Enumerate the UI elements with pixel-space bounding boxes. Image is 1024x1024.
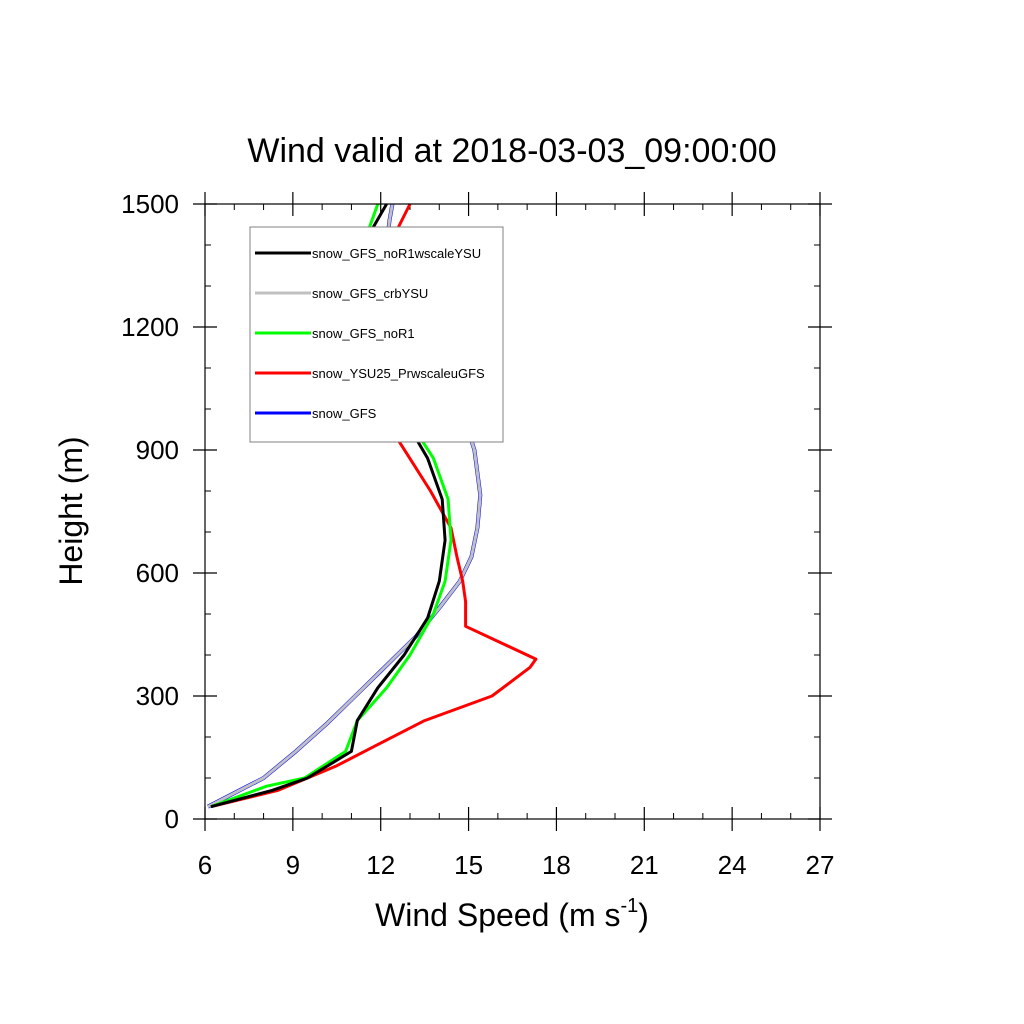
plot-frame <box>204 203 821 820</box>
y-tick-label: 600 <box>136 558 179 588</box>
y-tick-label: 300 <box>136 681 179 711</box>
minor-ticks <box>205 204 820 819</box>
y-tick-label: 900 <box>136 435 179 465</box>
tick-labels: 6 9 12 15 18 21 24 27 0 300 600 900 1200 1500 <box>121 189 834 880</box>
legend-label-snow-gfs-nor1: snow_GFS_noR1 <box>312 326 415 341</box>
x-tick-label: 24 <box>718 850 747 880</box>
y-tick-label: 1200 <box>121 312 179 342</box>
x-tick-label: 12 <box>366 850 395 880</box>
x-tick-label: 9 <box>286 850 300 880</box>
x-axis-title-close: ) <box>638 897 649 933</box>
legend-label-snow-gfs-crbysu: snow_GFS_crbYSU <box>312 286 428 301</box>
x-tick-label: 27 <box>806 850 835 880</box>
chart-title: Wind valid at 2018-03-03_09:00:00 <box>247 132 776 170</box>
y-tick-label: 0 <box>165 804 179 834</box>
x-axis-title-exponent: -1 <box>620 895 638 917</box>
x-tick-label: 21 <box>630 850 659 880</box>
legend-label-snow-ysu25-prwscaleugfs: snow_YSU25_PrwscaleuGFS <box>312 366 485 381</box>
y-axis-title: Height (m) <box>53 436 89 585</box>
legend-label-snow-gfs-nor1wscaleysu: snow_GFS_noR1wscaleYSU <box>312 246 481 261</box>
x-axis-title: Wind Speed (m s-1) <box>375 895 649 933</box>
legend: snow_GFS_noR1wscaleYSU snow_GFS_crbYSUsno… <box>249 226 504 443</box>
x-tick-label: 6 <box>198 850 212 880</box>
x-axis-title-main: Wind Speed (m s <box>375 897 620 933</box>
legend-label-snow-gfs: snow_GFS <box>312 406 377 421</box>
x-tick-label: 18 <box>542 850 571 880</box>
x-tick-label: 15 <box>454 850 483 880</box>
y-tick-label: 1500 <box>121 189 179 219</box>
